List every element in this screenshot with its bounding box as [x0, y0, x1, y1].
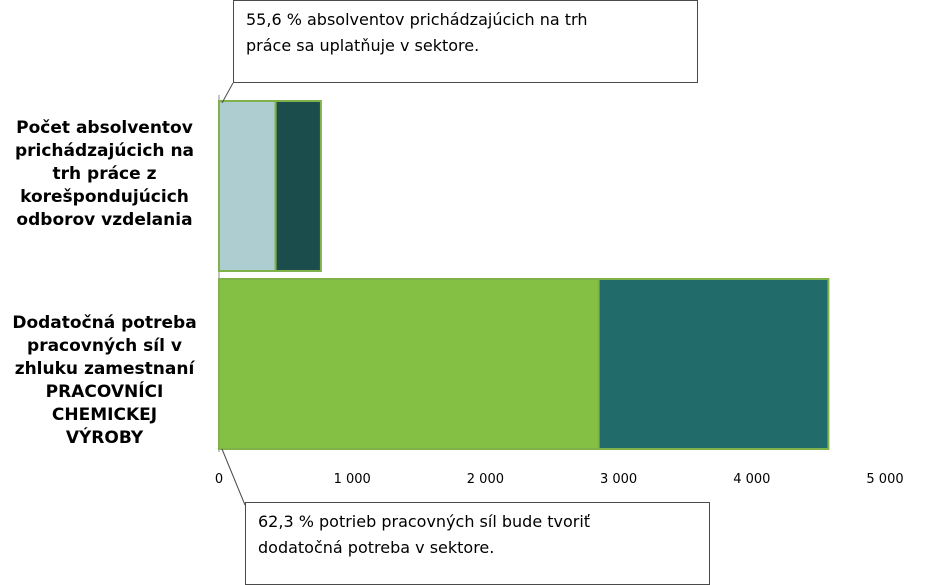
bar-segment-1-1: [597, 278, 830, 450]
callout-line: 62,3 % potrieb pracovných síl bude tvori…: [258, 512, 591, 531]
bar-segment-0-1: [274, 100, 322, 272]
category-label-line: Dodatočná potreba: [12, 313, 197, 333]
bar-segment-1-0: [218, 278, 600, 450]
bar-segment-0-0: [218, 100, 277, 272]
callout-pointer-graduates: [221, 82, 234, 104]
category-label-line: Počet absolventov: [16, 118, 193, 138]
x-tick-label: 2 000: [466, 472, 504, 487]
callout-line: 55,6 % absolventov prichádzajúcich na tr…: [246, 10, 588, 29]
category-label-line: PRACOVNÍCI: [45, 382, 164, 402]
x-tick-label: 4 000: [733, 472, 771, 487]
callout-line: dodatočná potreba v sektore.: [258, 538, 495, 557]
category-label-line: pracovných síl v: [27, 336, 182, 356]
callout-demand: 62,3 % potrieb pracovných síl bude tvori…: [245, 502, 710, 585]
category-label-line: odborov vzdelania: [16, 210, 193, 230]
category-label-line: prichádzajúcich na: [14, 141, 195, 161]
category-label-line: trh práce z: [52, 164, 157, 184]
x-tick-label: 5 000: [866, 472, 904, 487]
x-tick-label: 3 000: [599, 472, 638, 487]
x-tick-label: 0: [214, 472, 224, 487]
category-label-line: VÝROBY: [65, 428, 144, 448]
x-tick-label: 1 000: [333, 472, 371, 487]
category-label-line: zhluku zamestnaní: [14, 359, 195, 379]
callout-graduates: 55,6 % absolventov prichádzajúcich na tr…: [233, 0, 698, 83]
category-label-demand: Dodatočná potreba pracovných síl v zhluk…: [2, 312, 207, 450]
category-label-graduates: Počet absolventov prichádzajúcich na trh…: [2, 117, 207, 232]
category-label-line: CHEMICKEJ: [51, 405, 158, 425]
callout-line: práce sa uplatňuje v sektore.: [246, 36, 480, 55]
callout-pointer-demand: [221, 448, 246, 506]
category-label-line: korešpondujúcich: [20, 187, 189, 207]
